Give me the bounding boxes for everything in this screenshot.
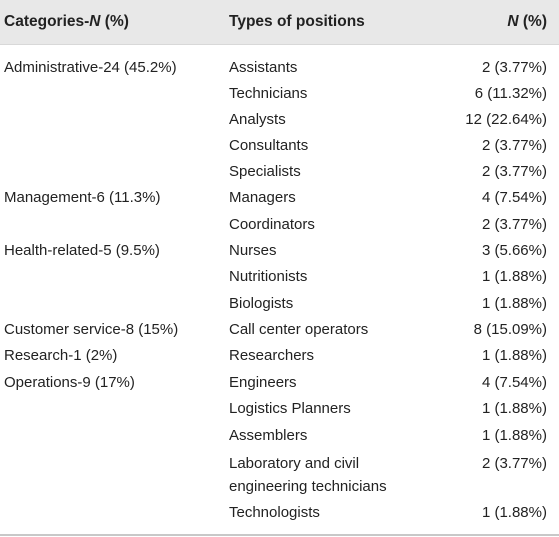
bottom-divider xyxy=(0,534,559,536)
row-category: Research-1 (2%) xyxy=(4,347,118,364)
row-type: Technologists xyxy=(229,504,320,521)
row-n: 2 (3.77%) xyxy=(481,163,547,180)
row-type: Consultants xyxy=(229,137,309,154)
row-category: Administrative-24 (45.2%) xyxy=(4,59,177,76)
row-type: Nurses xyxy=(229,242,277,259)
row-type: Assemblers xyxy=(229,427,308,444)
header-types: Types of positions xyxy=(229,13,365,30)
row-type: Researchers xyxy=(229,347,315,364)
row-n: 4 (7.54%) xyxy=(481,189,547,206)
row-n: 1 (1.88%) xyxy=(481,504,547,521)
row-type: Technicians xyxy=(229,85,308,102)
row-n: 2 (3.77%) xyxy=(481,216,547,233)
header-categories-n: N xyxy=(89,13,101,30)
row-n: 2 (3.77%) xyxy=(481,137,547,154)
row-n: 6 (11.32%) xyxy=(474,85,547,102)
row-type: Managers xyxy=(229,189,296,206)
row-type-line1: Laboratory and civil xyxy=(229,455,360,472)
header-n-suffix: (%) xyxy=(518,13,547,30)
row-type: Specialists xyxy=(229,163,301,180)
header-n-label: N xyxy=(507,13,519,30)
table-header xyxy=(0,0,559,44)
row-type: Assistants xyxy=(229,59,298,76)
row-type-line2: engineering technicians xyxy=(229,478,387,495)
row-type: Coordinators xyxy=(229,216,315,233)
row-category: Operations-9 (17%) xyxy=(4,374,135,391)
row-type: Analysts xyxy=(229,111,286,128)
header-categories: Categories-N (%) xyxy=(4,0,129,44)
row-n: 4 (7.54%) xyxy=(481,374,547,391)
row-type: Logistics Planners xyxy=(229,400,351,417)
row-n: 3 (5.66%) xyxy=(481,242,547,259)
row-category: Customer service-8 (15%) xyxy=(4,321,179,338)
row-category: Health-related-5 (9.5%) xyxy=(4,242,160,259)
row-type: Engineers xyxy=(229,374,297,391)
row-n: 12 (22.64%) xyxy=(465,111,547,128)
row-n: 2 (3.77%) xyxy=(481,455,547,472)
row-n: 1 (1.88%) xyxy=(481,427,547,444)
row-type: Nutritionists xyxy=(229,268,308,285)
row-n: 1 (1.88%) xyxy=(481,347,547,364)
row-n: 8 (15.09%) xyxy=(473,321,547,338)
row-type: Call center operators xyxy=(229,321,369,338)
row-n: 1 (1.88%) xyxy=(481,295,547,312)
header-categories-prefix: Categories- xyxy=(4,13,90,30)
row-category: Management-6 (11.3%) xyxy=(4,189,161,206)
row-type: Biologists xyxy=(229,295,294,312)
row-n: 1 (1.88%) xyxy=(481,268,547,285)
row-n: 2 (3.77%) xyxy=(481,59,547,76)
header-n: N (%) xyxy=(507,0,547,44)
row-n: 1 (1.88%) xyxy=(481,400,547,417)
header-categories-suffix: (%) xyxy=(100,13,129,30)
header-divider xyxy=(0,44,559,45)
